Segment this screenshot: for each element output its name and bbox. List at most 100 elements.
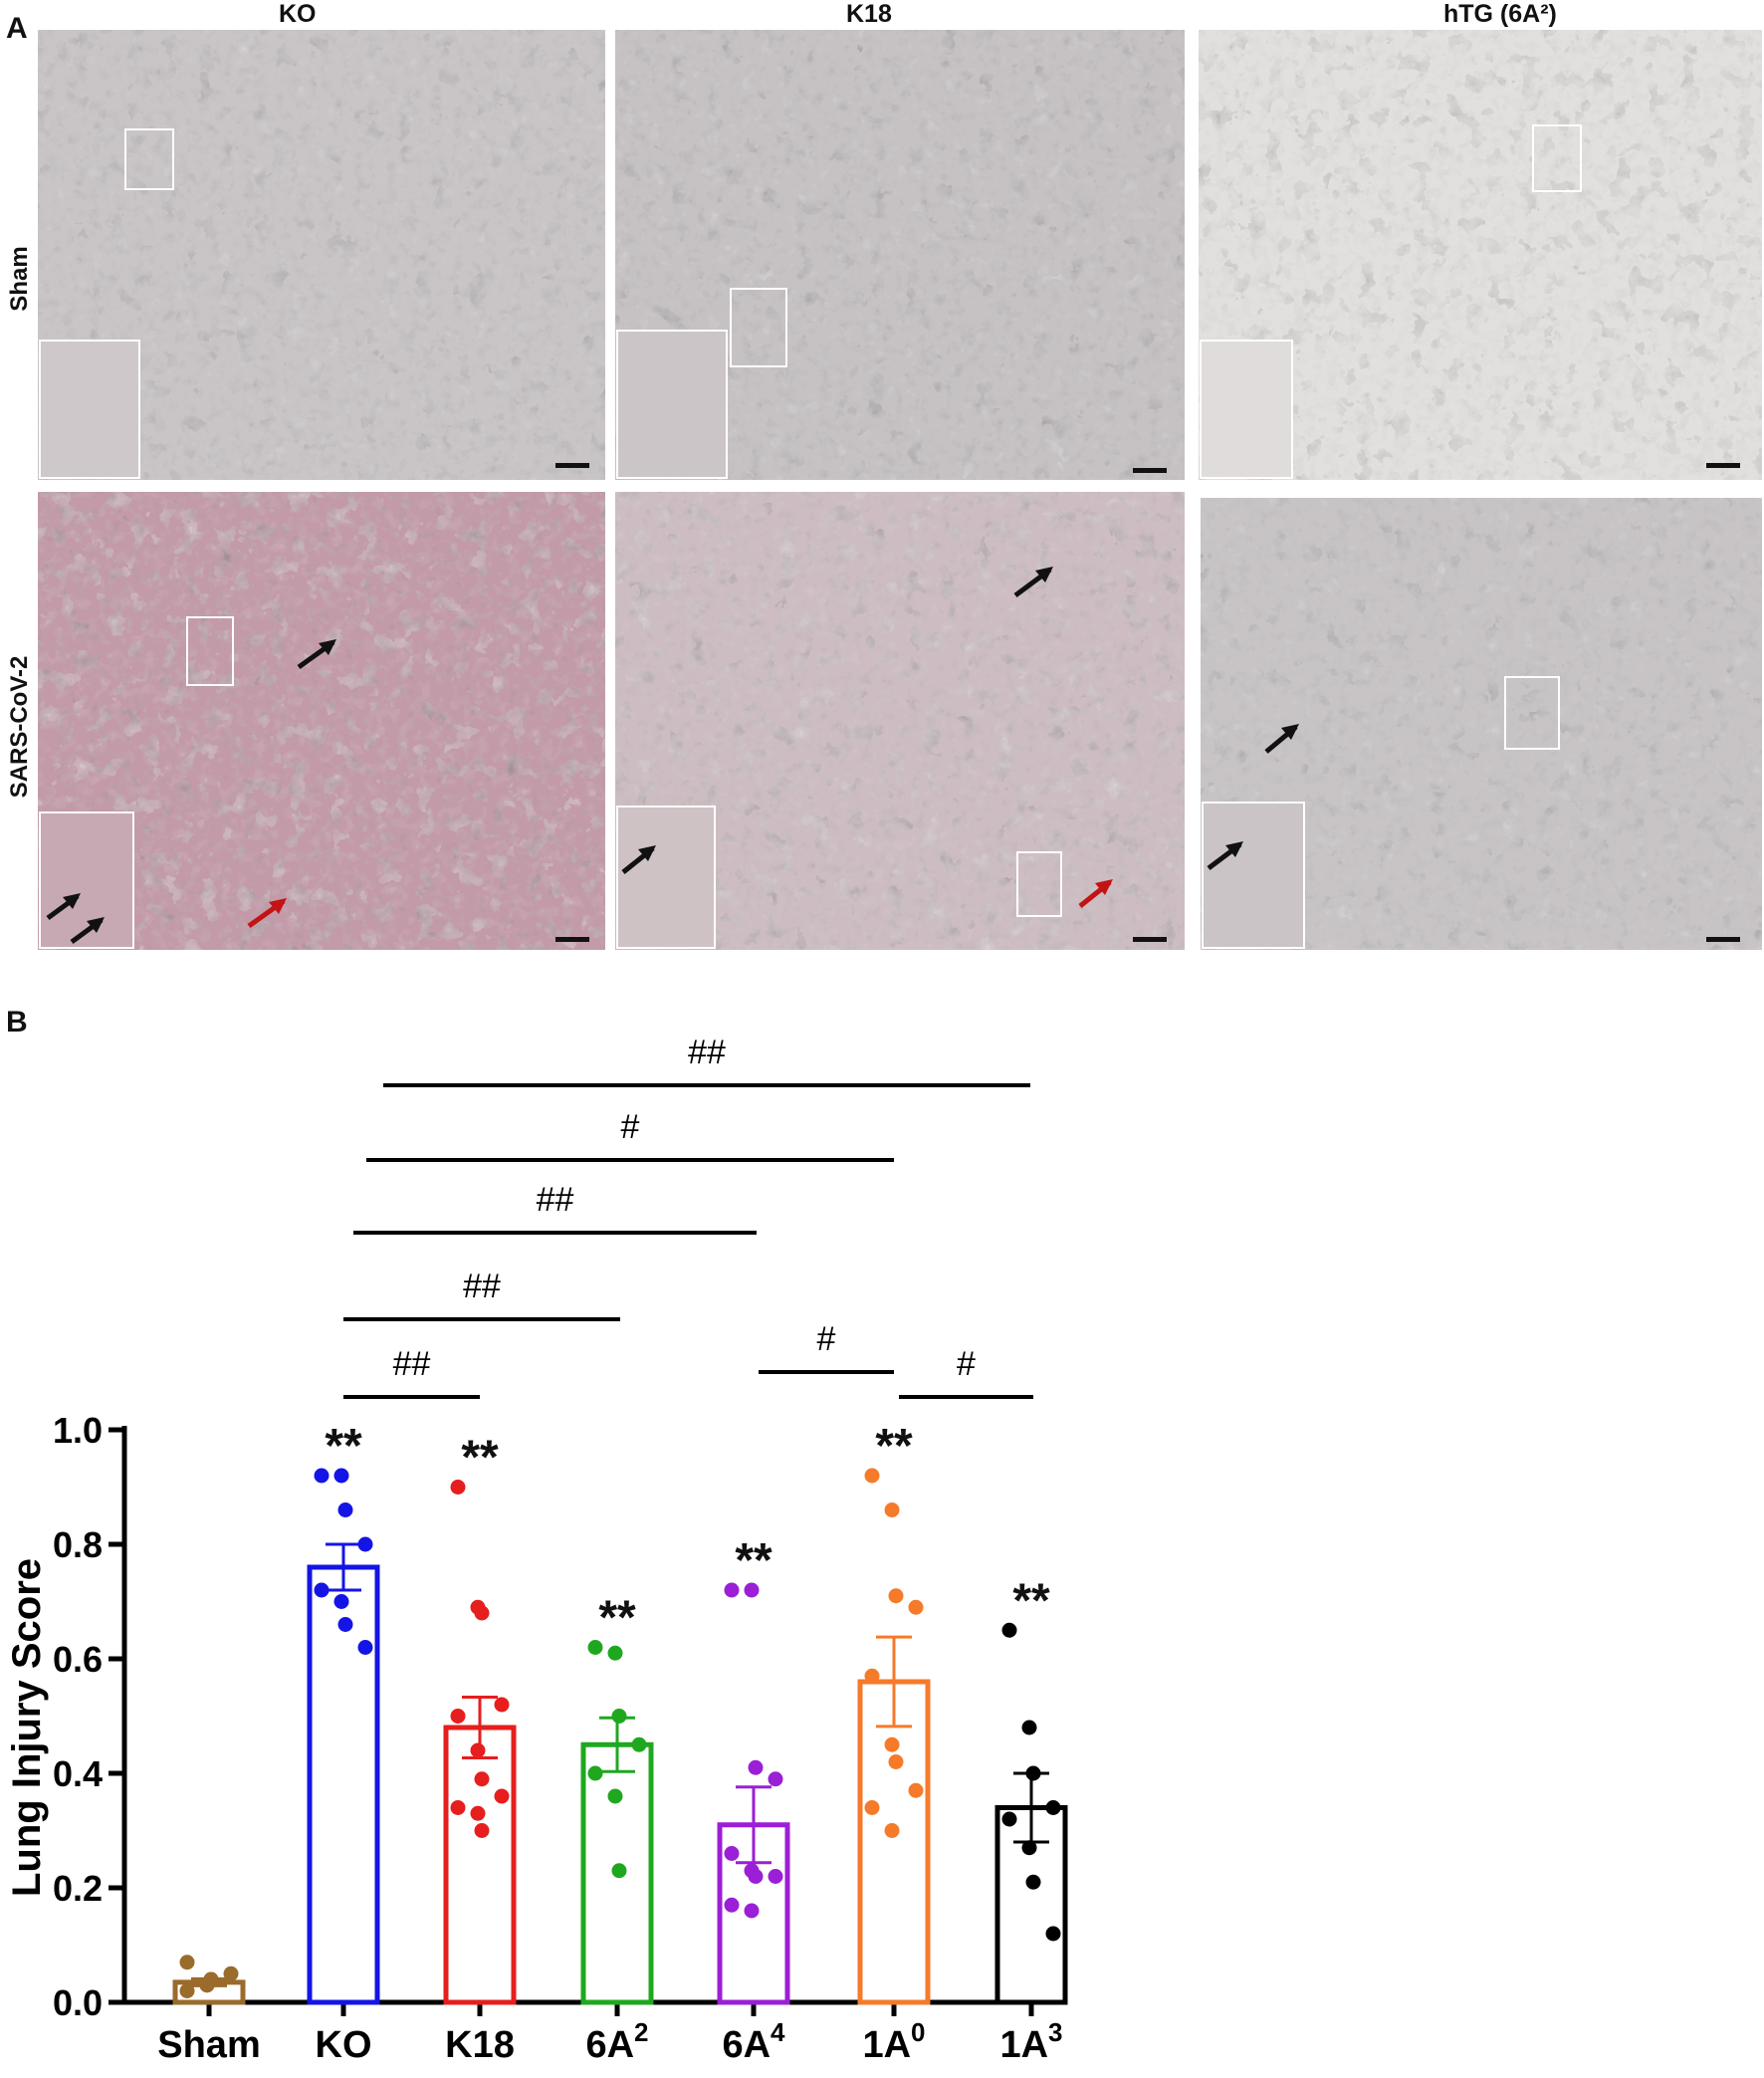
micrograph-ko-sham <box>38 30 605 480</box>
data-point <box>884 1823 900 1838</box>
data-point <box>203 1971 219 1987</box>
x-tick-label: 1A0 <box>862 2017 925 2066</box>
micrograph-htg-sham <box>1199 30 1762 480</box>
data-point <box>864 1800 880 1815</box>
micrograph-ko-sars <box>38 492 605 950</box>
data-point <box>357 1640 373 1655</box>
data-point <box>607 1788 623 1804</box>
data-point <box>179 1983 195 1998</box>
x-tick-label: Sham <box>157 2024 260 2066</box>
data-point <box>1021 1720 1037 1735</box>
micrograph-htg-sars <box>1201 498 1762 950</box>
panel-a: A KO K18 hTG (6A²) Sham SARS-CoV-2 <box>0 0 1764 956</box>
data-point <box>1025 1765 1041 1781</box>
data-point <box>884 1502 900 1517</box>
comparison-label: # <box>817 1320 836 1358</box>
data-point <box>314 1468 330 1484</box>
chart-points: ** ** ** ** ** ** <box>179 1420 1061 1998</box>
comparison-label: # <box>957 1345 976 1383</box>
data-point <box>470 1742 486 1758</box>
data-point <box>724 1897 740 1913</box>
data-point <box>474 1771 490 1787</box>
y-tick-label: 0.0 <box>53 1982 103 2023</box>
data-point <box>450 1480 466 1495</box>
column-label-htg: hTG (6A²) <box>1443 0 1557 28</box>
comparison-label: ## <box>463 1268 501 1305</box>
data-point <box>888 1754 904 1769</box>
y-tick-label: 0.2 <box>53 1868 103 1909</box>
data-point <box>864 1668 880 1684</box>
comparison-label: ## <box>393 1345 431 1383</box>
data-point <box>888 1588 904 1604</box>
data-point <box>1045 1800 1061 1815</box>
data-point <box>607 1645 623 1661</box>
chart-axes: 0.0 0.2 0.4 0.6 0.8 1.0 Sham KO K18 6A2 6A4 1A0 1A3 <box>53 1410 1063 2066</box>
significance-mark: ** <box>875 1420 913 1473</box>
data-point <box>587 1765 603 1781</box>
data-point <box>631 1736 647 1752</box>
significance-mark: ** <box>325 1420 362 1473</box>
significance-mark: ** <box>461 1432 499 1485</box>
data-point <box>768 1771 783 1787</box>
data-point <box>337 1502 353 1517</box>
x-tick-label: KO <box>316 2024 372 2066</box>
x-tick-label: K18 <box>445 2024 515 2066</box>
x-tick-label: 6A4 <box>722 2017 785 2066</box>
data-point <box>768 1869 783 1884</box>
y-tick-label: 0.4 <box>53 1753 103 1794</box>
y-tick-label: 0.8 <box>53 1524 103 1565</box>
data-point <box>494 1697 510 1713</box>
data-point <box>587 1640 603 1655</box>
data-point <box>1025 1874 1041 1890</box>
micrograph-grid <box>38 30 1762 950</box>
data-point <box>864 1468 880 1484</box>
data-point <box>474 1605 490 1621</box>
panel-a-letter: A <box>6 12 28 45</box>
data-point <box>724 1582 740 1598</box>
y-tick-label: 0.6 <box>53 1639 103 1680</box>
bar <box>857 1679 931 2005</box>
data-point <box>179 1955 195 1970</box>
data-point <box>1001 1622 1017 1638</box>
column-label-ko: KO <box>279 0 317 28</box>
significance-mark: ** <box>1012 1574 1050 1627</box>
data-point <box>470 1805 486 1821</box>
significance-brackets: ########### <box>343 1034 1033 1399</box>
data-point <box>1045 1926 1061 1942</box>
comparison-label: ## <box>688 1034 726 1071</box>
data-point <box>1021 1840 1037 1856</box>
data-point <box>333 1594 349 1609</box>
comparison-label: # <box>621 1108 640 1146</box>
data-point <box>748 1869 764 1884</box>
significance-mark: ** <box>735 1534 772 1587</box>
data-point <box>744 1582 760 1598</box>
data-point <box>611 1709 627 1724</box>
micrograph-k18-sars <box>615 492 1185 950</box>
significance-mark: ** <box>598 1592 636 1645</box>
data-point <box>884 1736 900 1752</box>
data-point <box>450 1709 466 1724</box>
panel-b-letter: B <box>6 1006 28 1039</box>
y-tick-label: 1.0 <box>53 1410 103 1451</box>
data-point <box>450 1800 466 1815</box>
data-point <box>908 1782 924 1798</box>
data-point <box>357 1536 373 1552</box>
data-point <box>474 1823 490 1838</box>
bar <box>307 1564 380 2005</box>
data-point <box>744 1903 760 1919</box>
data-point <box>1001 1811 1017 1827</box>
data-point <box>748 1759 764 1775</box>
data-point <box>333 1468 349 1484</box>
bar <box>443 1725 517 2005</box>
data-point <box>908 1599 924 1615</box>
data-point <box>494 1788 510 1804</box>
column-label-k18: K18 <box>846 0 892 28</box>
data-point <box>337 1617 353 1632</box>
micrograph-k18-sham <box>615 30 1185 480</box>
x-tick-label: 1A3 <box>999 2017 1062 2066</box>
comparison-label: ## <box>537 1181 574 1219</box>
data-point <box>314 1582 330 1598</box>
data-point <box>611 1863 627 1879</box>
data-point <box>724 1846 740 1861</box>
